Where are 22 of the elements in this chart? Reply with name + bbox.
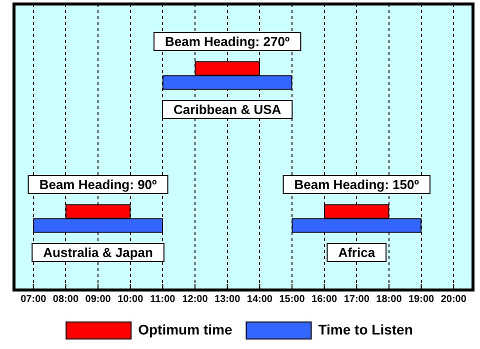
annotation: Beam Heading: 270º — [164, 34, 290, 50]
x-tick-label: 19:00 — [408, 294, 435, 305]
annotation: Beam Heading: 150º — [294, 177, 420, 192]
legend-label: Optimum time — [138, 321, 232, 338]
annotation: Australia & Japan — [43, 245, 153, 260]
x-tick-label: 20:00 — [440, 294, 467, 305]
x-tick-label: 11:00 — [150, 294, 176, 305]
x-tick-label: 12:00 — [182, 294, 208, 305]
x-tick-label: 15:00 — [279, 294, 306, 305]
x-tick-label: 08:00 — [52, 294, 79, 305]
x-tick-label: 07:00 — [20, 294, 47, 305]
x-tick-label: 17:00 — [344, 294, 370, 305]
x-tick-label: 13:00 — [214, 294, 241, 305]
annotation: Africa — [338, 245, 376, 260]
x-tick-label: 09:00 — [85, 294, 112, 305]
annotation: Beam Heading: 90º — [39, 177, 158, 192]
x-tick-label: 18:00 — [376, 294, 402, 305]
x-tick-label: 14:00 — [246, 294, 273, 305]
x-tick-label: 10:00 — [118, 294, 144, 305]
x-tick-label: 16:00 — [312, 294, 338, 305]
annotation: Caribbean & USA — [174, 102, 282, 118]
legend-label: Time to Listen — [318, 321, 413, 338]
